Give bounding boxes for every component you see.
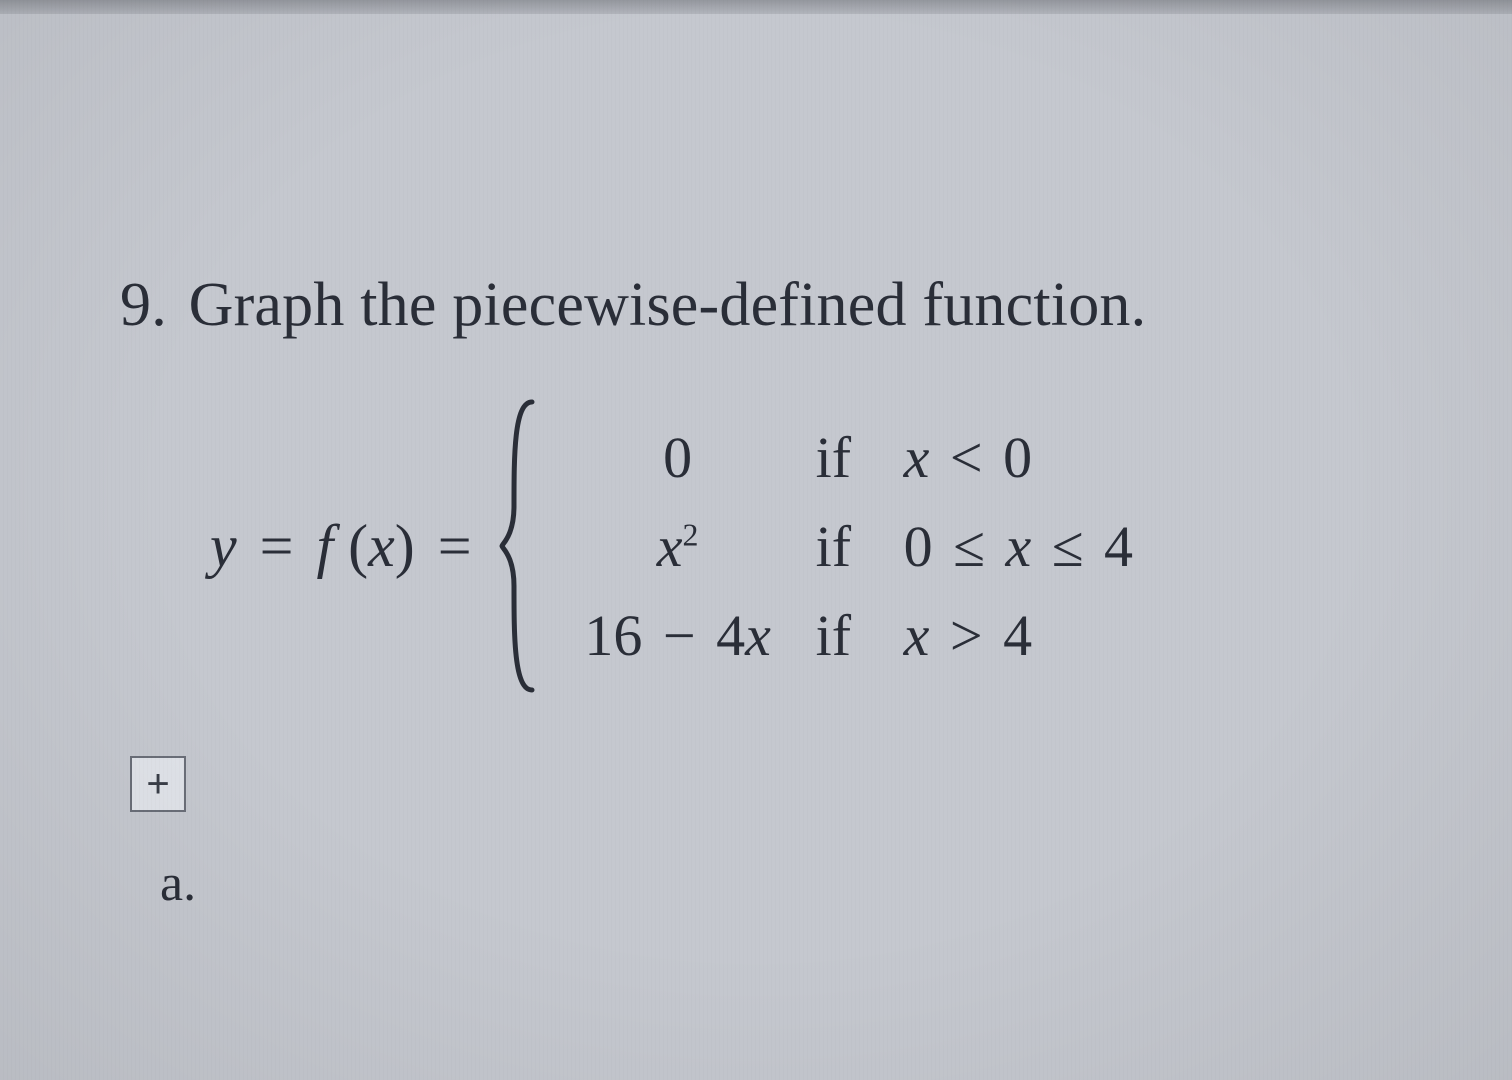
equals-2: = [438,513,472,579]
case3-cond-op: > [950,603,983,668]
question-prompt-line: 9. Graph the piecewise-defined function. [120,270,1472,341]
case1-cond-op: < [950,425,983,490]
case2-cond: 0 ≤ x ≤ 4 [904,513,1133,580]
question-number: 9. [120,271,167,339]
case3-if: if [816,602,886,669]
case2-exp: 2 [683,517,699,552]
case1-cond: x < 0 [904,424,1133,491]
case2-cond-op1: ≤ [953,514,985,579]
subpart-label: a. [160,854,1472,913]
case2-cond-r: 4 [1104,514,1133,579]
case1-cond-var: x [904,425,930,490]
case3-minus: − [663,603,696,668]
case3-a: 16 [584,603,642,668]
open-paren: ( [348,513,368,579]
piecewise-cases: 0 if x < 0 x2 if 0 ≤ x ≤ 4 16 [558,424,1133,669]
case3-cond: x > 4 [904,602,1133,669]
var-y: y [210,513,237,579]
left-brace-icon [498,396,540,696]
piecewise-equation: y = f (x) = 0 if x < 0 x2 if [210,396,1472,696]
expand-button[interactable]: + [130,756,186,812]
case3-b: 4 [716,603,745,668]
window-top-edge [0,0,1512,14]
case3-expr: 16 − 4x [558,602,798,669]
var-f: f [316,513,333,579]
case3-cond-rhs: 4 [1003,603,1032,668]
case1-if: if [816,424,886,491]
case1-expr: 0 [558,424,798,491]
var-x: x [368,513,395,579]
case1-value: 0 [663,425,692,490]
equation-lhs: y = f (x) = [210,512,480,581]
case1-cond-rhs: 0 [1003,425,1032,490]
case2-cond-l: 0 [904,514,933,579]
case2-expr: x2 [558,513,798,580]
question-prompt: Graph the piecewise-defined function. [189,271,1147,339]
plus-icon: + [146,762,169,807]
below-equation: + a. [130,756,1472,913]
close-paren: ) [395,513,415,579]
case3-var: x [745,603,771,668]
case2-var: x [657,514,683,579]
question-block: 9. Graph the piecewise-defined function.… [120,270,1472,913]
case2-cond-var: x [1005,514,1031,579]
case3-cond-var: x [904,603,930,668]
case2-if: if [816,513,886,580]
case2-cond-op2: ≤ [1052,514,1084,579]
equals-1: = [260,513,294,579]
